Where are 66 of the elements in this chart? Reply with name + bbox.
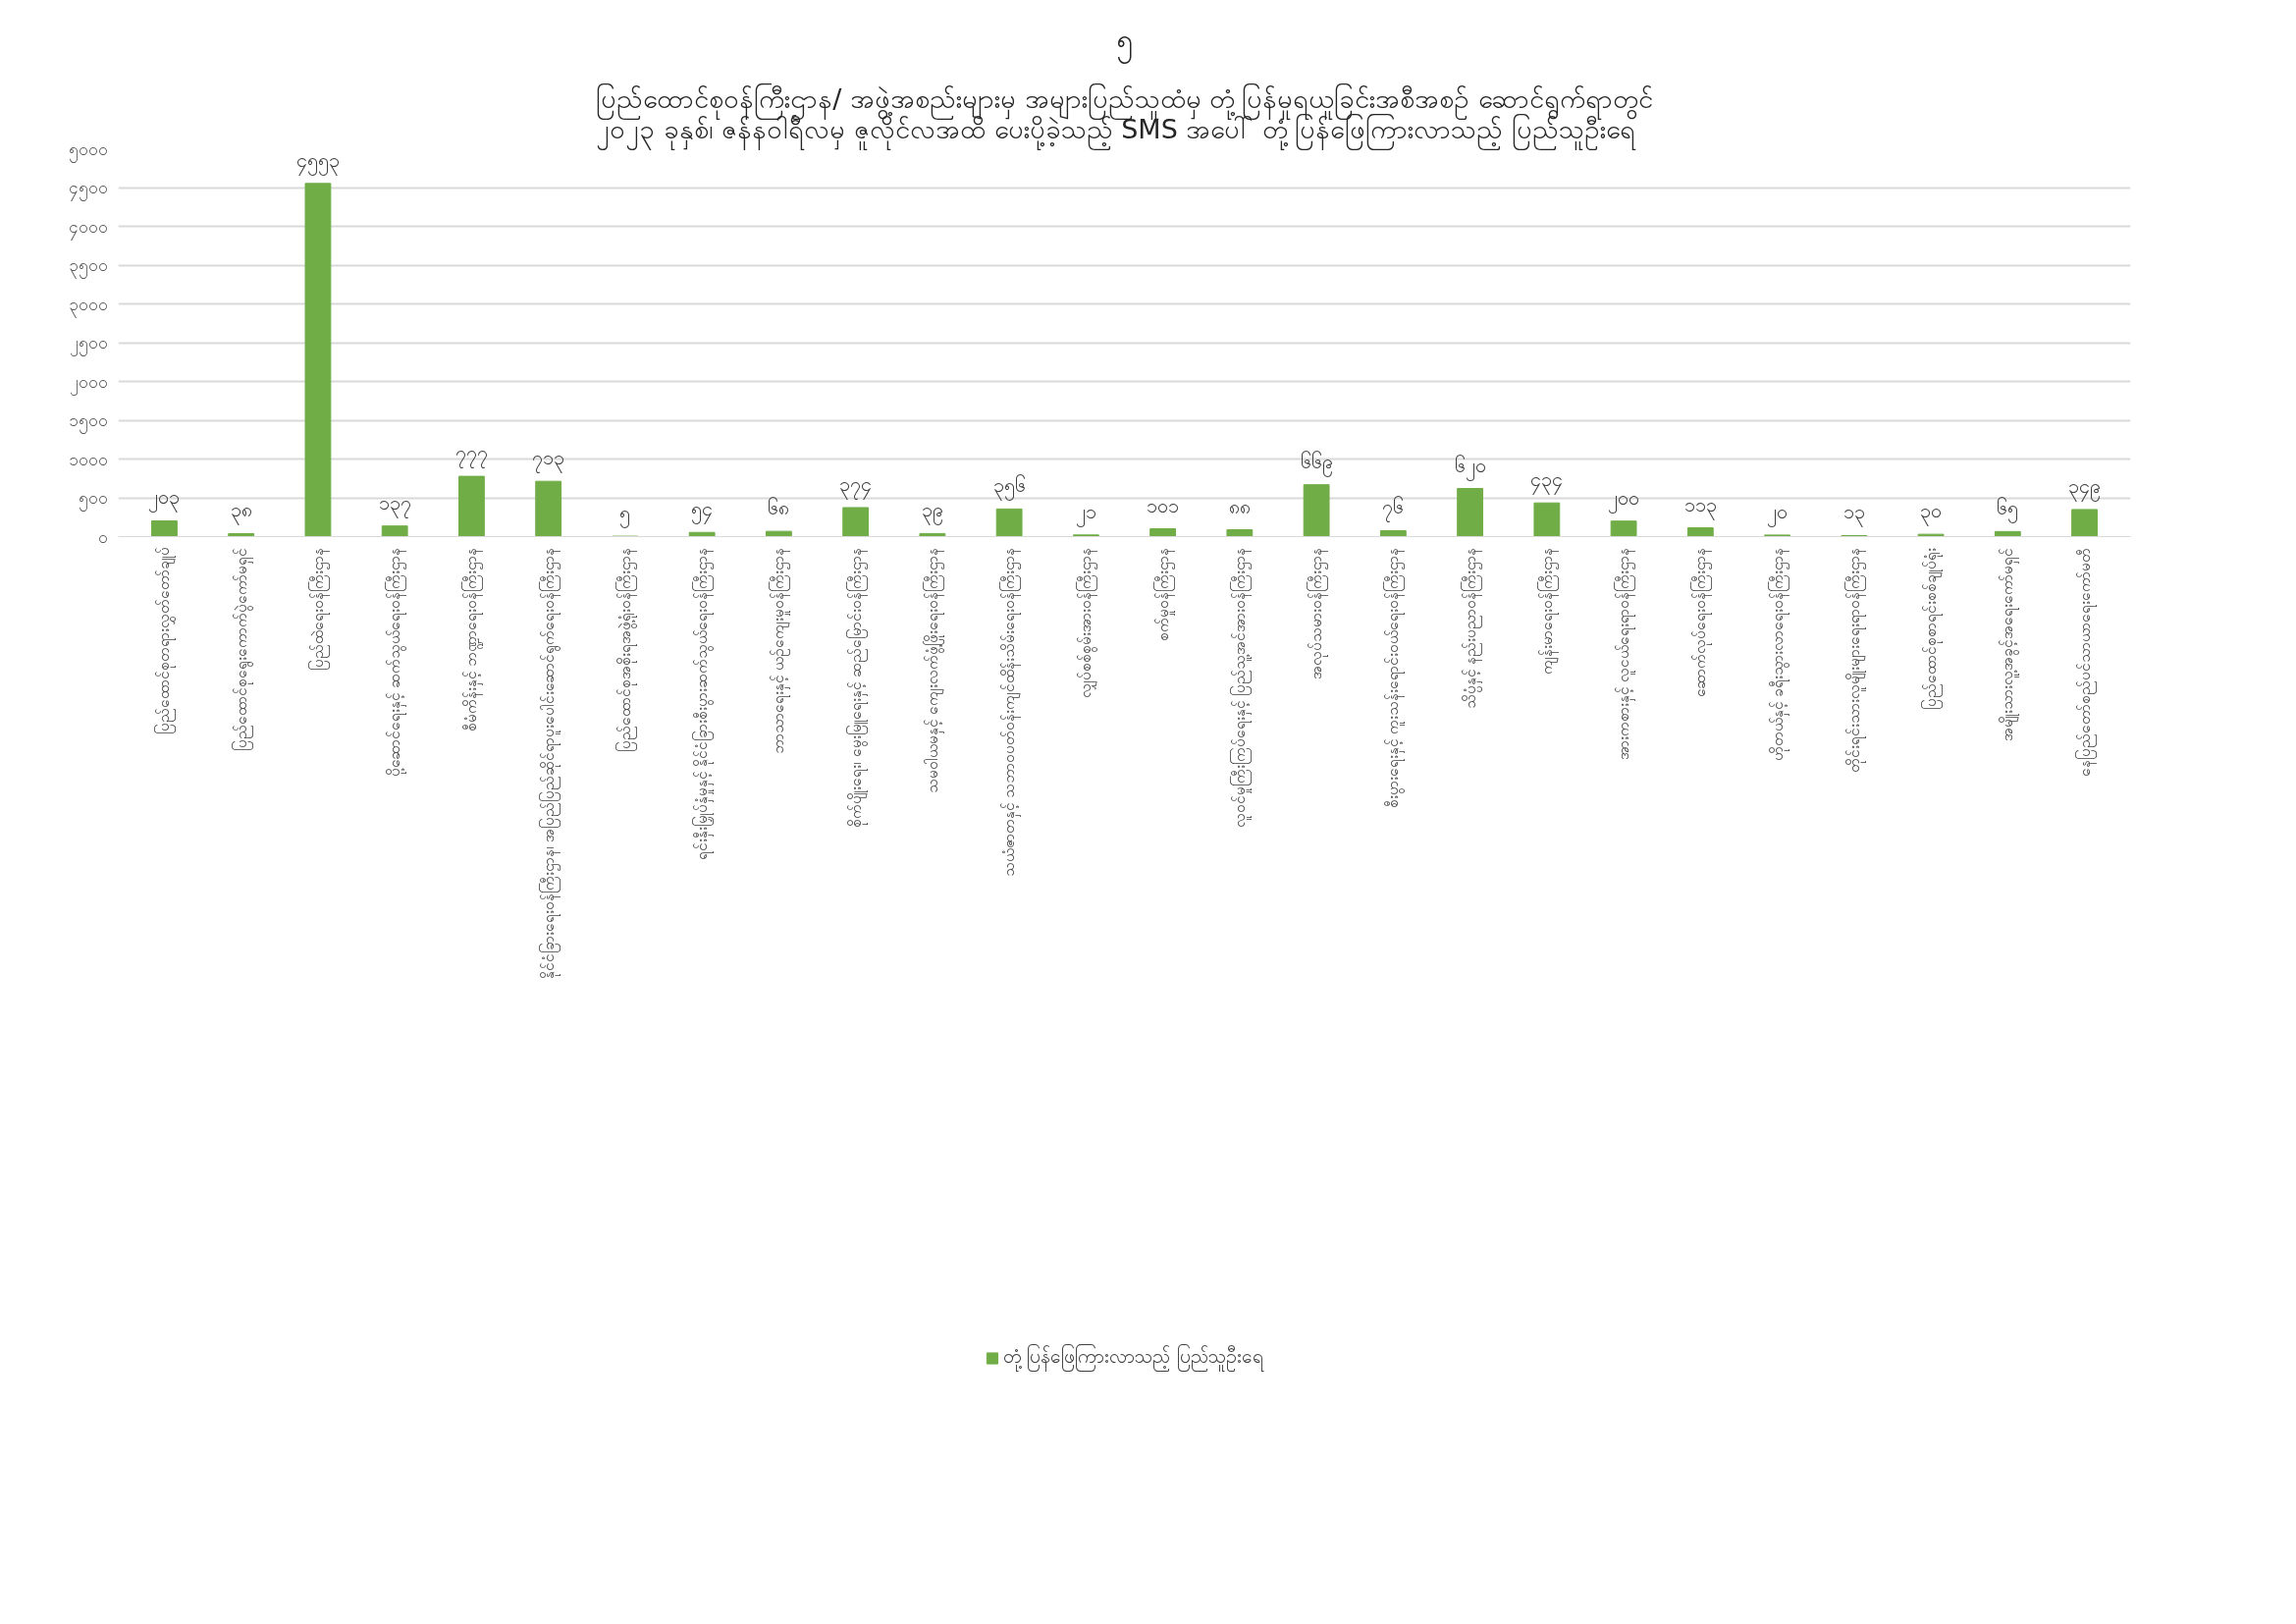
- data-label: ၃၈: [230, 498, 252, 526]
- x-tick-label: အမျိုးသားလူ့အခွင့်အရေးကော်မရှင်: [1999, 547, 2020, 741]
- x-tick-label: လျှပ်စစ်စွမ်းအားဝန်ကြီးဌာန: [1076, 547, 1098, 698]
- x-tick-label: တိုင်းရင်းသားလူမျိုးများရေးရာဝန်ကြီးဌာန: [1843, 547, 1866, 773]
- data-label: ၁၃၇: [378, 490, 411, 518]
- data-label: ၆၂၀: [1454, 453, 1486, 481]
- x-tick-label: အားကစားနှင့် လူငယ်ရေးရာဝန်ကြီးဌာန: [1614, 547, 1636, 761]
- data-label: ၁၁၃: [1683, 492, 1717, 520]
- data-label: ၂၀၃: [148, 485, 181, 514]
- x-tick-label: ရင်းနှီးမြှုပ်နှံမှုနှင့် နိုင်ငံခြားစီးပွားဆက်သွယ်ရေးဝန်ကြီးဌာန: [692, 547, 715, 861]
- y-tick-label: ၀: [97, 526, 108, 547]
- x-tick-label: သမဝါယမနှင့် ကျေးလက်ဖွံ့ဖြိုးရေးဝန်ကြီးဌာန: [922, 547, 944, 794]
- y-tick-label: ၁၅၀၀: [68, 410, 108, 434]
- data-label: ၁၀၁: [1147, 493, 1180, 517]
- data-label: ၂၀၀: [1608, 485, 1640, 514]
- data-label: ၇၆: [1382, 495, 1405, 523]
- data-label: ၃၉: [921, 498, 943, 526]
- data-label: ၄၃၄: [1530, 467, 1564, 496]
- x-tick-label: ပြည်ထောင်စုစာရင်းစစ်ချုပ်ရုံး: [1921, 547, 1944, 710]
- x-tick-label: ကျန်းမာရေးဝန်ကြီးဌာန: [1536, 547, 1559, 675]
- x-tick-label: စီမံကိန်းနှင့် ဘဏ္ဍာရေးဝန်ကြီးဌာန: [461, 547, 484, 732]
- data-label: ၄၅၅၃: [295, 147, 340, 176]
- data-label: ၈၈: [1228, 494, 1251, 518]
- x-tick-label: သိပ္ပံနှင့် နည်းပညာဝန်ကြီးဌာန: [1460, 547, 1482, 710]
- x-tick-label: ပြည်ထောင်စုအစိုးရအဖွဲ့ရုံးဝန်ကြီးဌာန: [614, 547, 637, 752]
- x-tick-label: ပြည်ထဲရေးဝန်ကြီးဌာန: [307, 547, 330, 671]
- x-tick-label: စီးပွားရေးနှင့် ကူးသန်းရောင်းဝယ်ရေးဝန်ကြီးဌာန: [1383, 547, 1406, 809]
- x-tick-label: ဘာသာရေးနှင့် ယဉ်ကျေးမှုဝန်ကြီးဌာန: [769, 547, 791, 755]
- legend-label: တုံ့ပြန်ဖြေကြားလာသည့် ပြည်သူဦးရေ: [1003, 1344, 1263, 1372]
- data-label: ၃၀: [1920, 499, 1943, 527]
- y-tick-label: ၃၀၀၀: [68, 294, 108, 318]
- y-tick-label: ၄၅၀၀: [68, 178, 108, 201]
- text: ၅: [1116, 22, 1133, 64]
- y-tick-label: ၅၀၀: [78, 488, 108, 512]
- x-tick-label: နေပြည်တော်စည်ပင်သာယာရေးကော်မတီ: [2074, 547, 2097, 777]
- x-tick-label: ဆောက်လုပ်ရေးဝန်ကြီးဌာန: [1690, 547, 1713, 697]
- y-tick-label: ၁၀၀၀: [68, 449, 108, 469]
- data-label: ၁၃: [1842, 500, 1865, 528]
- x-tick-label: ပို့ဆောင်ရေးနှင့် ဆက်သွယ်ရေးဝန်ကြီးဌာန: [385, 547, 407, 778]
- data-label: ၂၀: [1767, 499, 1789, 527]
- x-tick-label: လူဝင်မှုကြီးကြပ်ရေးနှင့် ပြည်သူ့အင်အားဝန်ကြီးဌာန: [1229, 547, 1252, 829]
- x-tick-label: ဟိုတယ်နှင့် ခရီးသွားလာရေးဝန်ကြီးဌာန: [1767, 547, 1789, 762]
- x-tick-label: နိုင်ငံခြားရေးဝန်ကြီးဌာန၊ အပြည်ပြည်ဆိုင်ရာပူးပေါင်းဆောင်ရွက်ရေးဝန်ကြီးဌာန: [538, 547, 561, 980]
- data-label: ၇၁၃: [532, 446, 565, 474]
- x-tick-label: အလုပ်သမားဝန်ကြီးဌာန: [1307, 547, 1329, 679]
- data-label: ၅: [619, 501, 631, 529]
- x-tick-label: စက်မှုဝန်ကြီးဌာန: [1152, 547, 1175, 641]
- y-tick-label: ၄၀၀၀: [68, 216, 108, 241]
- data-label: ၂၁: [1075, 499, 1096, 527]
- chart-title: ပြည်ထောင်စုဝန်ကြီးဌာန/ အဖွဲ့အစည်းများမှ အများပြည်သူထံမှ တုံ့ပြန်မှုရယူခြင်းအစီအစဉ် ဆောင်ရွက်ရာတွင် ၂၀၂၃ ခုနှစ်၊ ဇန်နဝါရီလမှ ဇူလိုင်လအထိ ပေးပို့ခဲ့သည့် SMS အပေါ် တုံ့ပြန်ဖြေကြားလာသည့် ပြည်သူဦးရေ: [596, 81, 1653, 150]
- x-tick-label: သယံဇာတနှင့် သဘာဝပတ်ဝန်းကျင်ထိန်းသိမ်းရေးဝန်ကြီးဌာန: [999, 547, 1022, 878]
- y-tick-label: ၂၀၀၀: [69, 371, 108, 396]
- data-label: ၃၇၄: [839, 471, 873, 500]
- y-tick-label: ၅၀၀၀: [68, 138, 108, 163]
- data-label: ၆၈: [768, 496, 790, 520]
- x-tick-label: စိုက်ပျိုးရေး၊ မွေးမြူရေးနှင့် ဆည်မြောင်းဝန်ကြီးဌာန: [845, 547, 868, 829]
- data-label: ၃၄၉: [2068, 473, 2102, 502]
- y-tick-label: ၃၅၀၀: [68, 255, 108, 279]
- x-tick-label: ပြည်ထောင်စုတရားလွှတ်တော်ချုပ်: [154, 547, 177, 735]
- data-label: ၆၆၉: [1300, 449, 1333, 477]
- data-label: ၆၅: [1997, 496, 2019, 524]
- y-tick-label: ၂၅၀၀: [69, 333, 108, 356]
- data-label: ၇၇၇: [454, 441, 488, 469]
- x-tick-label: ပြည်ထောင်စုရွေးကောက်ပွဲကော်မရှင်: [231, 547, 253, 751]
- data-label: ၃၅၆: [992, 473, 1026, 502]
- data-label: ၅၄: [691, 497, 714, 525]
